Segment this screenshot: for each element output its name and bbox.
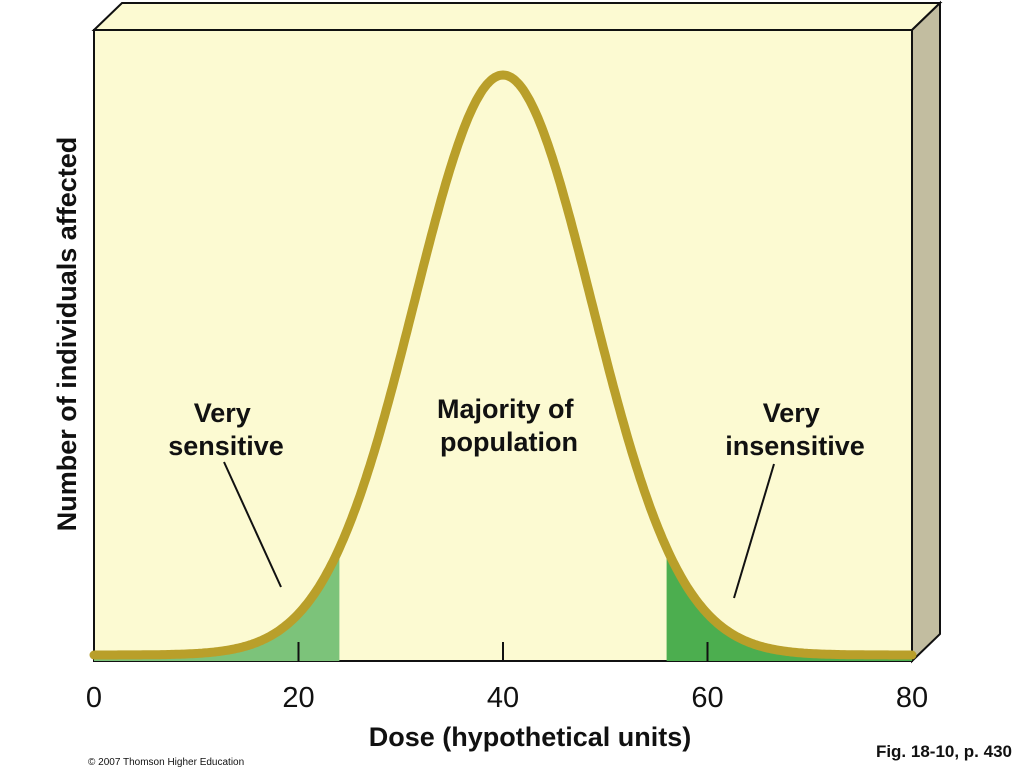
annotation-majority-line1: Majority of [437, 394, 575, 424]
x-tick-label-0: 0 [86, 682, 102, 714]
copyright-text: © 2007 Thomson Higher Education [88, 757, 244, 768]
panel-top-face [91, 1, 943, 31]
x-axis-tick-labels: 0 20 40 60 80 [86, 682, 928, 714]
distribution-curve [89, 70, 917, 660]
x-tick-label-20: 20 [282, 682, 314, 714]
annotation-very-sensitive-line1: Very [194, 398, 251, 428]
x-axis-title: Dose (hypothetical units) [369, 722, 692, 752]
annotation-majority-line2: population [440, 427, 578, 457]
annotation-very-insensitive-line1: Very [763, 398, 820, 428]
x-tick-label-60: 60 [691, 682, 723, 714]
annotation-very-insensitive-line2: insensitive [725, 431, 865, 461]
leader-line-very-insensitive [733, 463, 775, 599]
plot-area [93, 29, 913, 662]
leader-line-very-sensitive [223, 461, 282, 588]
annotation-very-sensitive-line2: sensitive [168, 431, 284, 461]
panel-side-face [911, 0, 941, 664]
annotation-majority: Majority of population [437, 394, 581, 457]
figure-reference: Fig. 18-10, p. 430 [876, 742, 1012, 761]
x-tick-label-40: 40 [487, 682, 519, 714]
y-axis-title: Number of individuals affected [52, 137, 82, 532]
annotation-very-insensitive: Very insensitive [725, 398, 865, 461]
annotation-very-sensitive: Very sensitive [168, 398, 284, 461]
x-tick-label-80: 80 [896, 682, 928, 714]
x-axis-ticks [297, 642, 709, 661]
